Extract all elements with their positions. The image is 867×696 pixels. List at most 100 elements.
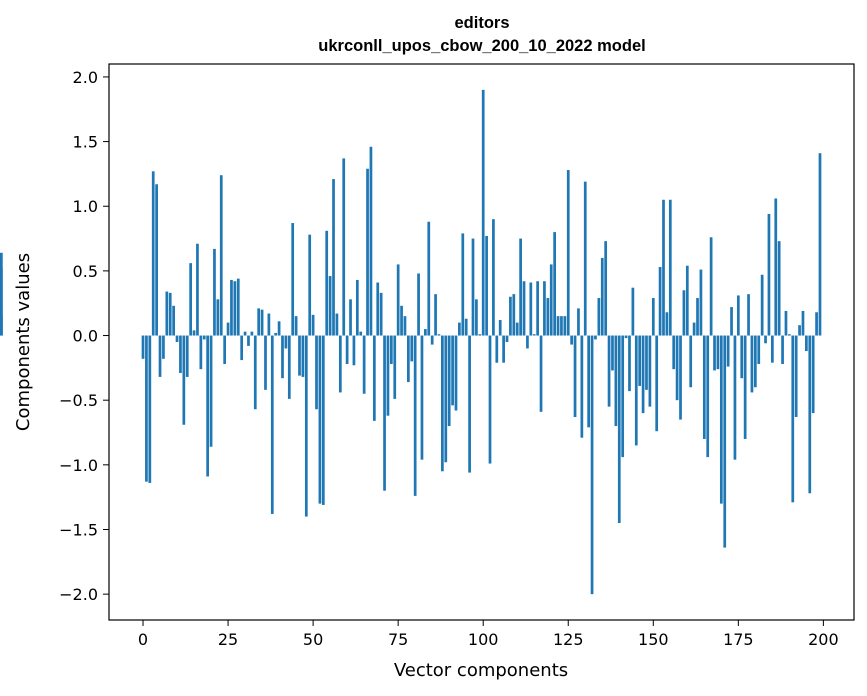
bar-120 [549,264,553,336]
bar-67 [369,146,373,336]
x-tick-label-150: 150 [638,630,669,649]
bar-139 [614,335,618,427]
bar-109 [512,294,516,336]
x-tick-label-125: 125 [553,630,584,649]
bar-123 [560,316,563,336]
bar-118 [543,281,546,336]
x-tick-label-0: 0 [138,630,148,649]
bar-88 [441,335,444,472]
bar-28 [236,278,240,336]
bar-6 [162,335,165,359]
bar-26 [230,279,233,336]
bar-72 [386,335,390,416]
bar-138 [611,335,614,371]
bar-153 [662,199,665,336]
bar-113 [526,335,529,349]
bar-136 [604,241,608,336]
bar-71 [383,335,386,491]
bar-151 [655,335,659,432]
bar-112 [522,281,526,336]
bar-192 [794,335,798,417]
bar-166 [706,335,710,458]
bar-193 [798,325,801,336]
bar-125 [566,170,570,336]
bar-3 [151,171,155,336]
bar-64 [359,331,363,336]
bar-152 [658,267,662,336]
bar-11 [179,335,182,374]
x-axis-label: Vector components [394,660,568,681]
bar-124 [563,316,567,336]
bar-87 [437,334,441,336]
bar-56 [332,179,335,336]
bar-78 [407,335,410,383]
bar-164 [699,269,703,336]
y-tick-label-1: −1.5 [59,520,98,539]
bar-195 [805,335,808,352]
bar-171 [723,335,727,548]
bar-165 [702,335,706,439]
bar-100 [481,89,485,336]
bar-66 [366,168,369,336]
bar-158 [679,335,682,420]
bar-146 [638,335,642,386]
x-tick-label-175: 175 [723,630,754,649]
bar-94 [461,233,465,336]
x-tick-label-50: 50 [303,630,323,649]
y-tick-label-4: 0.0 [73,327,98,346]
bar-47 [301,335,305,377]
bar-199 [818,153,822,336]
bar-22 [216,299,220,336]
bar-163 [696,298,699,336]
bar-7 [165,291,169,336]
bar-33 [253,335,257,410]
bar-99 [478,334,482,336]
bar-105 [498,320,502,336]
bar-74 [393,335,397,399]
bar-70 [379,292,383,336]
bar-177 [743,335,747,439]
bar-61 [349,299,352,336]
bar-25 [226,322,230,336]
bar-17 [199,335,203,370]
bar-108 [509,296,512,336]
bar-8 [168,292,172,336]
bar-19 [206,335,210,477]
y-tick-label-3: −0.5 [59,391,98,410]
bar-157 [675,335,679,401]
bar-48 [304,335,308,517]
bar-179 [750,335,754,393]
bar-91 [451,335,454,406]
bar-182 [760,274,764,336]
bar-150 [651,298,655,336]
bar-104 [495,335,499,363]
bar-121 [553,232,556,336]
chart-subtitle: ukrconll_upos_cbow_200_10_2022 model [318,37,645,55]
bar-65 [362,335,366,394]
bar-5 [158,335,162,377]
bar-49 [308,234,312,336]
plot-frame [108,63,855,621]
bar-37 [267,313,271,336]
bar-59 [342,158,346,336]
bar-114 [529,282,533,336]
bar-132 [590,335,594,595]
bar-101 [485,235,488,336]
bar-42 [284,335,288,349]
bar-81 [417,273,420,336]
bar-80 [413,335,417,496]
bar-75 [396,264,400,336]
bar-145 [634,335,638,446]
bar-122 [556,316,560,336]
bar-172 [726,335,730,367]
bar-147 [641,335,645,414]
bar-143 [628,335,631,392]
bar-154 [665,312,669,336]
bar-69 [376,282,380,336]
bar-128 [577,308,580,336]
bar-79 [410,335,414,362]
bar-167 [709,237,713,336]
bar-21 [213,248,216,336]
bar-20 [209,335,213,447]
